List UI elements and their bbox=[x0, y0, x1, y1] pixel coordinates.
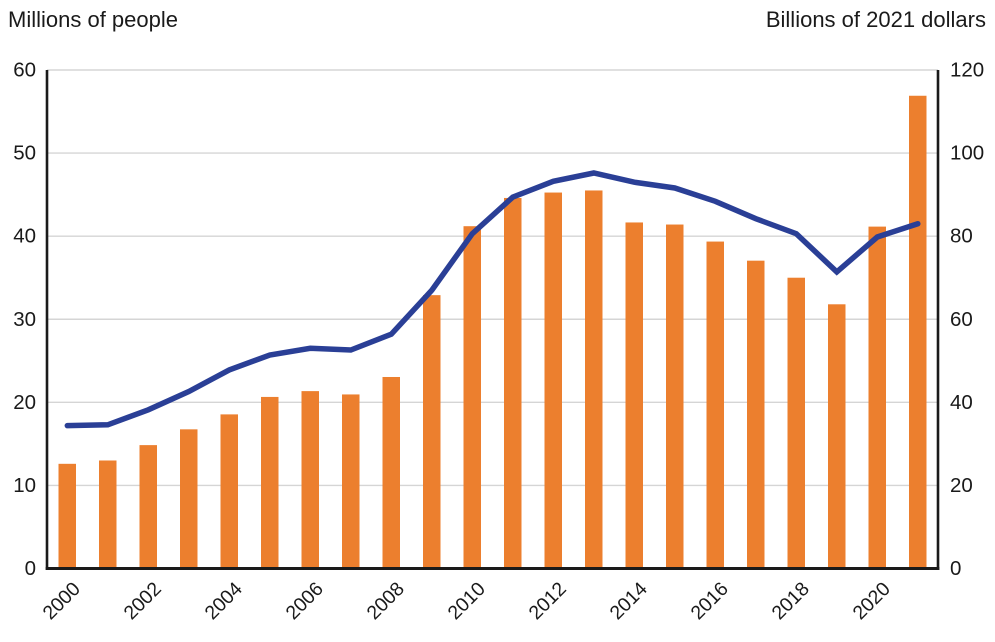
left-tick-label-30: 30 bbox=[13, 308, 36, 331]
x-tick-label-2016: 2016 bbox=[687, 578, 733, 624]
x-tick-label-2002: 2002 bbox=[120, 578, 166, 624]
bar-2003 bbox=[180, 429, 198, 569]
bar-2005 bbox=[261, 396, 279, 569]
bar-2013 bbox=[585, 190, 603, 569]
bar-2018 bbox=[787, 277, 805, 569]
bar-2021 bbox=[909, 95, 927, 569]
bar-2020 bbox=[868, 226, 886, 569]
right-tick-label-60: 60 bbox=[950, 308, 973, 331]
left-tick-label-10: 10 bbox=[13, 474, 36, 497]
left-tick-label-40: 40 bbox=[13, 225, 36, 248]
right-tick-label-120: 120 bbox=[950, 59, 984, 82]
bar-2011 bbox=[504, 197, 522, 569]
bar-2014 bbox=[625, 222, 643, 569]
x-tick-label-2004: 2004 bbox=[201, 578, 247, 624]
bar-2009 bbox=[423, 295, 441, 569]
bar-2006 bbox=[301, 391, 319, 569]
left-tick-label-50: 50 bbox=[13, 142, 36, 165]
x-tick-label-2008: 2008 bbox=[363, 578, 409, 624]
x-tick-label-2018: 2018 bbox=[768, 578, 814, 624]
bar-2000 bbox=[58, 463, 76, 569]
bar-2016 bbox=[706, 241, 724, 569]
bar-2002 bbox=[139, 445, 157, 569]
bar-2010 bbox=[463, 226, 481, 569]
right-tick-label-0: 0 bbox=[950, 557, 961, 580]
bar-2017 bbox=[747, 260, 765, 569]
right-tick-label-20: 20 bbox=[950, 474, 973, 497]
left-axis-title: Millions of people bbox=[8, 7, 178, 32]
x-tick-label-2014: 2014 bbox=[606, 578, 652, 624]
left-tick-label-20: 20 bbox=[13, 391, 36, 414]
x-tick-label-2020: 2020 bbox=[849, 578, 895, 624]
bar-2015 bbox=[666, 224, 684, 569]
bar-2007 bbox=[342, 394, 360, 569]
bar-2012 bbox=[544, 192, 562, 569]
bar-2008 bbox=[382, 376, 400, 569]
x-tick-label-2006: 2006 bbox=[282, 578, 328, 624]
x-tick-label-2012: 2012 bbox=[525, 578, 571, 624]
left-tick-label-0: 0 bbox=[25, 557, 36, 580]
bar-2019 bbox=[828, 304, 846, 569]
bar-2004 bbox=[220, 414, 238, 569]
left-tick-label-60: 60 bbox=[13, 59, 36, 82]
x-tick-label-2000: 2000 bbox=[39, 578, 85, 624]
bar-2001 bbox=[99, 460, 117, 569]
right-tick-label-100: 100 bbox=[950, 142, 984, 165]
line-series bbox=[64, 170, 921, 429]
x-tick-label-2010: 2010 bbox=[444, 578, 490, 624]
right-tick-label-80: 80 bbox=[950, 225, 973, 248]
right-axis-title: Billions of 2021 dollars bbox=[765, 7, 986, 32]
right-tick-label-40: 40 bbox=[950, 391, 973, 414]
